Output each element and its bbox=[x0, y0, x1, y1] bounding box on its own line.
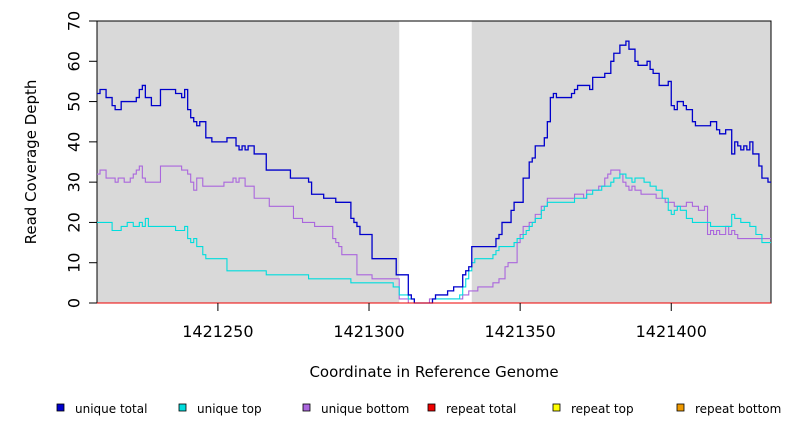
series-line-unique-top bbox=[97, 173, 771, 304]
legend-item-repeat-total: repeat total bbox=[427, 402, 516, 416]
legend-label: unique top bbox=[197, 402, 262, 416]
y-tick-label: 30 bbox=[65, 172, 84, 192]
x-tick-label: 1421250 bbox=[182, 322, 253, 341]
legend-item-repeat-top: repeat top bbox=[552, 402, 634, 416]
legend-item-repeat-bottom: repeat bottom bbox=[676, 402, 781, 416]
legend-swatch bbox=[178, 403, 187, 412]
legend-swatch bbox=[427, 403, 436, 412]
x-tick-label: 1421400 bbox=[636, 322, 707, 341]
y-axis: 0 10 20 30 40 50 60 70 bbox=[65, 11, 97, 308]
x-axis-title: Coordinate in Reference Genome bbox=[309, 363, 558, 381]
y-tick-label: 70 bbox=[65, 11, 84, 31]
y-axis-title: Read Coverage Depth bbox=[22, 80, 40, 245]
legend-label: unique bottom bbox=[321, 402, 409, 416]
legend-swatch bbox=[676, 403, 685, 412]
legend-label: repeat total bbox=[446, 402, 516, 416]
y-tick-label: 0 bbox=[65, 298, 84, 308]
legend-label: unique total bbox=[75, 402, 147, 416]
legend-label: repeat bottom bbox=[695, 402, 781, 416]
x-tick-label: 1421350 bbox=[485, 322, 556, 341]
x-axis: 1421250 1421300 1421350 1421400 bbox=[182, 303, 707, 341]
series-line-unique-bottom bbox=[97, 165, 771, 304]
y-tick-label: 40 bbox=[65, 132, 84, 152]
legend-swatch bbox=[552, 403, 561, 412]
legend-item-unique-total: unique total bbox=[56, 402, 147, 416]
y-tick-label: 20 bbox=[65, 212, 84, 232]
shaded-region-1 bbox=[97, 21, 400, 303]
shaded-regions bbox=[97, 21, 771, 303]
shaded-region-2 bbox=[471, 21, 771, 303]
legend-label: repeat top bbox=[571, 402, 634, 416]
y-tick-label: 50 bbox=[65, 91, 84, 111]
x-tick-label: 1421300 bbox=[333, 322, 404, 341]
series-line-unique-total bbox=[97, 40, 771, 304]
legend-item-unique-bottom: unique bottom bbox=[302, 402, 409, 416]
y-tick-label: 10 bbox=[65, 253, 84, 273]
series-layer bbox=[97, 40, 771, 304]
legend-swatch bbox=[56, 403, 65, 412]
legend-swatch bbox=[302, 403, 311, 412]
y-tick-label: 60 bbox=[65, 51, 84, 71]
legend-item-unique-top: unique top bbox=[178, 402, 262, 416]
legend: unique total unique top unique bottom repea… bbox=[56, 402, 781, 416]
